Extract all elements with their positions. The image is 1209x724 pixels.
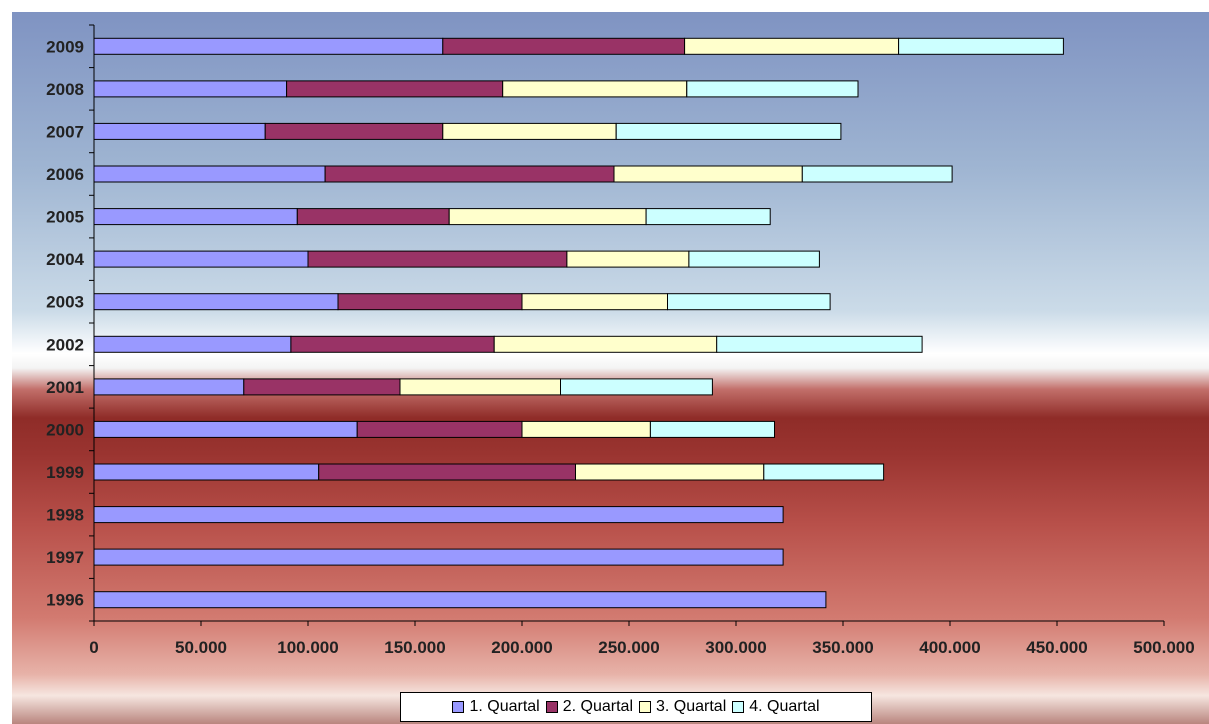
bar-2002-q4 — [716, 335, 923, 353]
legend-swatch — [545, 701, 558, 713]
bar-2006-q3 — [613, 165, 803, 183]
bar-2001-q4 — [560, 378, 713, 396]
bar-2004-q4 — [688, 250, 820, 268]
bar-2005-q3 — [448, 208, 647, 226]
y-tick-label: 2008 — [46, 80, 84, 99]
bar-2001-q2 — [243, 378, 401, 396]
bar-2005-q1 — [93, 208, 298, 226]
stacked-bar-chart: 2009 2008 2007 2006 2005 2004 2003 2002 2001 2000… — [46, 24, 1195, 657]
y-tick-label: 2004 — [46, 250, 84, 269]
bar-2007-q1 — [93, 122, 266, 140]
bar-2003-q1 — [93, 293, 339, 311]
bar-2006-q2 — [324, 165, 615, 183]
bar-2004-q1 — [93, 250, 309, 268]
bar-2007-q3 — [442, 122, 617, 140]
legend-item: 3. Quartal — [639, 698, 726, 716]
bar-2005-q4 — [645, 208, 771, 226]
x-tick-label: 500.000 — [1133, 638, 1194, 657]
y-tick-label: 2002 — [46, 335, 84, 354]
x-tick-label: 0 — [89, 638, 98, 657]
x-tick-label: 400.000 — [919, 638, 980, 657]
x-tick-label: 100.000 — [277, 638, 338, 657]
bar-2000-q2 — [356, 420, 523, 438]
legend: 1. Quartal 2. Quartal 3. Quartal 4. Quartal — [400, 692, 872, 722]
x-tick-label: 150.000 — [384, 638, 445, 657]
bar-2006-q1 — [93, 165, 326, 183]
bar-2000-q3 — [521, 420, 651, 438]
y-tick-label: 1998 — [46, 506, 84, 525]
bar-1996-q1 — [93, 591, 827, 609]
bar-1999-q4 — [763, 463, 885, 481]
bar-1998-q1 — [93, 506, 784, 524]
bar-2005-q2 — [296, 208, 450, 226]
bar-2008-q1 — [93, 80, 288, 98]
x-tick-label: 200.000 — [491, 638, 552, 657]
bar-2008-q4 — [686, 80, 859, 98]
y-tick-label: 2006 — [46, 165, 84, 184]
bar-2000-q4 — [649, 420, 776, 438]
bar-2003-q2 — [337, 293, 523, 311]
y-tick-label: 2003 — [46, 293, 84, 312]
bar-2004-q3 — [566, 250, 690, 268]
y-tick-label: 2005 — [46, 208, 84, 227]
bar-2003-q4 — [667, 293, 831, 311]
legend-item: 4. Quartal — [732, 698, 820, 716]
legend-swatch — [732, 701, 745, 713]
legend-label: 1. Quartal — [469, 698, 540, 715]
bar-2009-q3 — [684, 37, 900, 55]
x-tick-label: 450.000 — [1026, 638, 1087, 657]
bar-2008-q2 — [286, 80, 504, 98]
bar-2001-q1 — [93, 378, 245, 396]
bar-1997-q1 — [93, 548, 784, 566]
bar-1999-q1 — [93, 463, 320, 481]
bar-2008-q3 — [502, 80, 688, 98]
y-tick-label: 2009 — [46, 37, 84, 56]
y-tick-label: 1999 — [46, 463, 84, 482]
legend-swatch — [639, 701, 651, 713]
bar-2006-q4 — [801, 165, 953, 183]
chart-area: 2009 2008 2007 2006 2005 2004 2003 2002 2001 2000… — [12, 12, 1209, 724]
y-tick-label: 2000 — [46, 420, 84, 439]
bar-2009-q4 — [898, 37, 1064, 55]
x-tick-label: 50.000 — [175, 638, 227, 657]
bar-1999-q2 — [318, 463, 576, 481]
x-tick-label: 350.000 — [812, 638, 873, 657]
y-tick-label: 1996 — [46, 591, 84, 610]
x-tick-label: 250.000 — [598, 638, 659, 657]
bar-2002-q2 — [290, 335, 495, 353]
x-tick-label: 300.000 — [705, 638, 766, 657]
legend-item: 1. Quartal — [452, 698, 540, 716]
bar-1999-q3 — [575, 463, 765, 481]
bar-2009-q1 — [93, 37, 444, 55]
bar-2001-q3 — [399, 378, 561, 396]
legend-swatch — [452, 701, 465, 713]
bar-2002-q1 — [93, 335, 292, 353]
legend-label: 4. Quartal — [749, 698, 820, 715]
bar-2000-q1 — [93, 420, 358, 438]
bar-2002-q3 — [493, 335, 718, 353]
legend-label: 2. Quartal — [562, 698, 633, 715]
legend-item: 2. Quartal — [545, 698, 633, 716]
bar-2004-q2 — [307, 250, 568, 268]
bar-2007-q4 — [615, 122, 842, 140]
y-tick-label: 2001 — [46, 378, 84, 397]
bar-2007-q2 — [264, 122, 444, 140]
y-tick-label: 2007 — [46, 122, 84, 141]
bar-2003-q3 — [521, 293, 668, 311]
legend-label: 3. Quartal — [656, 698, 727, 715]
y-tick-label: 1997 — [46, 548, 84, 567]
bar-2009-q2 — [442, 37, 686, 55]
